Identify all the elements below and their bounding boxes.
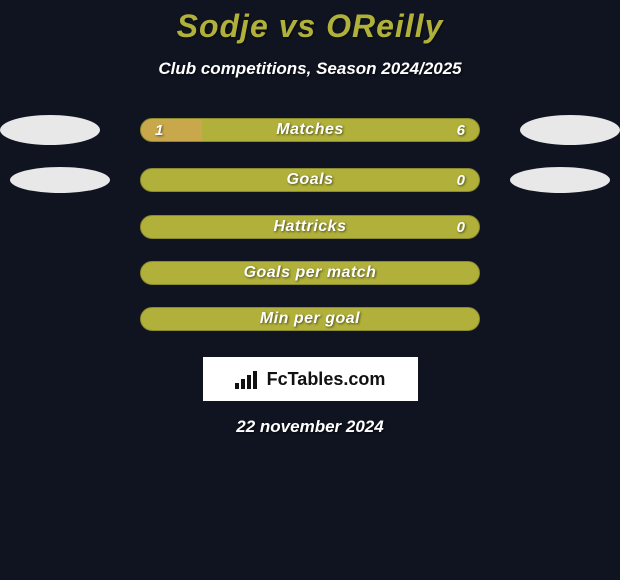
- subtitle: Club competitions, Season 2024/2025: [0, 59, 620, 79]
- stat-label: Goals per match: [141, 262, 479, 284]
- comparison-widget: Sodje vs OReilly Club competitions, Seas…: [0, 0, 620, 437]
- logo-box[interactable]: FcTables.com: [203, 357, 418, 401]
- bar-chart-icon: [235, 369, 261, 389]
- stat-bar: Goals per match: [140, 261, 480, 285]
- stat-row: Goals per match: [0, 261, 620, 285]
- date-label: 22 november 2024: [0, 417, 620, 437]
- stat-bar: Goals0: [140, 168, 480, 192]
- stat-rows: Matches16Goals0Hattricks0Goals per match…: [0, 115, 620, 331]
- stat-bar: Matches1 6: [140, 118, 480, 142]
- player-left-marker: [10, 167, 110, 193]
- stat-right-value: 0: [457, 169, 465, 191]
- stat-right-value: 6: [457, 119, 465, 141]
- logo-text: FcTables.com: [267, 369, 386, 390]
- stat-label: Matches: [141, 119, 479, 141]
- stat-bar: Min per goal: [140, 307, 480, 331]
- player-right-marker: [520, 115, 620, 145]
- stat-label: Goals: [141, 169, 479, 191]
- stat-label: Min per goal: [141, 308, 479, 330]
- stat-bar: Hattricks0: [140, 215, 480, 239]
- stat-row: Min per goal: [0, 307, 620, 331]
- stat-right-value: 0: [457, 216, 465, 238]
- player-left-marker: [0, 115, 100, 145]
- stat-row: Hattricks0: [0, 215, 620, 239]
- stat-row: Goals0: [0, 167, 620, 193]
- player-right-marker: [510, 167, 610, 193]
- stat-label: Hattricks: [141, 216, 479, 238]
- page-title: Sodje vs OReilly: [0, 8, 620, 45]
- stat-left-value: 1: [155, 119, 163, 141]
- stat-row: Matches1 6: [0, 115, 620, 145]
